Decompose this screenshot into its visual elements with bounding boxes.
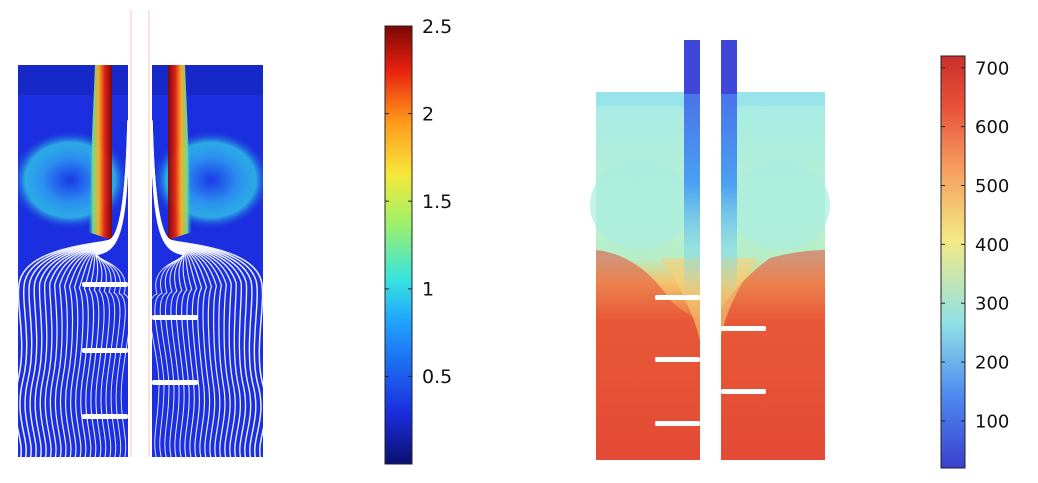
pipe-wall-right (721, 40, 737, 300)
colorbar-tick-label: 500 (975, 176, 1009, 197)
colorbar-tick-label: 700 (975, 58, 1009, 79)
colorbar-temperature-bar (940, 55, 966, 469)
colorbar-tick-label: 0.5 (422, 366, 452, 388)
colorbar-tick-label: 100 (975, 411, 1009, 432)
colorbar-tick-label: 600 (975, 117, 1009, 138)
streamlines (18, 119, 263, 457)
colorbar-velocity: 0.5 1 1.5 2 2.5 (384, 16, 452, 465)
colorbar-temperature: 100 200 300 400 500 600 700 (940, 55, 1009, 469)
streamline (95, 159, 131, 457)
left-plot-baffles (82, 282, 198, 419)
colorbar-velocity-bar (384, 25, 413, 465)
colorbar-tick-label: 2 (422, 103, 434, 125)
streamline (149, 159, 185, 457)
velocity-plot (18, 10, 263, 457)
colorbar-tick-label: 300 (975, 294, 1009, 315)
colorbar-tick-label: 1 (422, 279, 434, 301)
temperature-plot (590, 40, 830, 462)
inlet-gap (700, 40, 721, 462)
pipe-wall-left (684, 40, 700, 300)
colorbar-tick-label: 2.5 (422, 16, 452, 38)
colorbar-tick-label: 1.5 (422, 191, 452, 213)
colorbar-tick-label: 400 (975, 235, 1009, 256)
colorbar-tick-label: 200 (975, 353, 1009, 374)
right-plot-baffles (655, 295, 766, 426)
inlet-pipe (128, 10, 152, 457)
